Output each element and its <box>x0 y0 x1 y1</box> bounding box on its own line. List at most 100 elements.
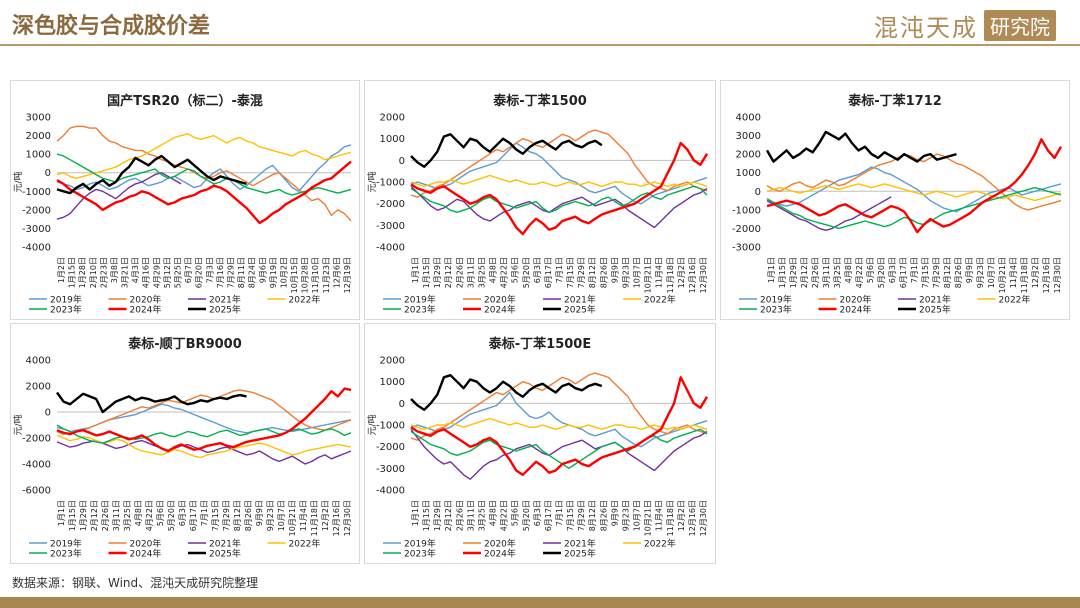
chart-4-xtick: 11月4日 <box>655 500 664 531</box>
chart-0-ytick: 1000 <box>26 150 51 161</box>
chart-0-xtick: 4月29日 <box>152 257 161 288</box>
chart-4-ytick: -2000 <box>376 442 405 453</box>
chart-2-ytick: 0 <box>755 187 761 198</box>
chart-sbr1712: 泰标-丁苯1712 4000 3000 2000 1000 0 -1000 -2000 -300… <box>732 93 1063 316</box>
chart-2-xtick: 4月8日 <box>844 257 853 283</box>
chart-0-legend-label: 2021年 <box>209 294 241 306</box>
chart-panel-sbr1500e: 泰标-丁苯1500E 2000 1000 0 -1000 -2000 -3000 -4000 元… <box>364 323 716 564</box>
chart-2-legend-label: 2019年 <box>760 294 792 306</box>
chart-1-xtick: 11月18日 <box>666 257 675 293</box>
chart-1-xtick: 12月30日 <box>699 257 708 293</box>
chart-4-xtick: 5月20日 <box>522 500 531 531</box>
chart-0-xtick: 1月28日 <box>78 257 87 288</box>
chart-1-xtick: 3月25日 <box>477 257 486 288</box>
chart-1-ylabel: 元/吨 <box>366 171 378 192</box>
chart-4-legend-label: 2020年 <box>484 538 516 550</box>
chart-2-series-2024年 <box>766 138 1063 234</box>
chart-1-xtick: 8月12日 <box>588 257 597 288</box>
chart-2-xtick: 11月4日 <box>1009 257 1018 288</box>
chart-0-xtick: 11月23日 <box>322 257 331 293</box>
chart-0-series-2019年 <box>56 144 352 193</box>
chart-1-ytick: 1000 <box>380 134 405 145</box>
chart-1-xtick: 1月1日 <box>411 257 420 283</box>
chart-2-xtick: 2月26日 <box>811 257 820 288</box>
chart-2-xtick: 11月18日 <box>1020 257 1029 293</box>
chart-0-ytick: 3000 <box>26 113 51 124</box>
chart-2-series-2025年 <box>765 130 957 163</box>
chart-1-xtick: 12月2日 <box>677 257 686 288</box>
chart-3-series-2025年 <box>56 391 247 414</box>
chart-2-xtick: 12月16日 <box>1042 257 1051 293</box>
chart-2-xtick: 10月21日 <box>998 257 1007 293</box>
chart-4-xtick: 11月18日 <box>666 500 675 536</box>
chart-0-xtick: 3月8日 <box>110 257 119 283</box>
chart-3-xtick: 12月16日 <box>332 500 341 536</box>
chart-0-legend-label: 2019年 <box>50 294 82 306</box>
chart-4-xtick: 6月17日 <box>544 500 553 531</box>
chart-4-series-2021年 <box>410 428 708 480</box>
chart-1-xtick: 7月29日 <box>577 257 586 288</box>
chart-2-xtick: 7月1日 <box>910 257 919 283</box>
chart-3-ylabel: 元/吨 <box>12 414 24 435</box>
chart-0-xtick: 2月10日 <box>89 257 98 288</box>
chart-2-title: 泰标-丁苯1712 <box>847 93 942 109</box>
chart-panel-tsr20: 国产TSR20（标二）-泰混 3000 2000 1000 0 -1000 -2000 -30… <box>10 80 360 320</box>
chart-3-xtick: 10月7日 <box>277 500 286 531</box>
chart-3-series-2023年 <box>56 424 352 444</box>
chart-3-series-2020年 <box>56 389 352 435</box>
chart-2-legend-label: 2025年 <box>919 304 951 316</box>
chart-3-xtick: 5月20日 <box>167 500 176 531</box>
chart-0-ytick: -1000 <box>22 187 51 198</box>
chart-3-xtick: 7月15日 <box>211 500 220 531</box>
chart-3-legend-label: 2020年 <box>130 538 162 550</box>
chart-3-xtick: 10月21日 <box>288 500 297 536</box>
chart-4-ytick: -3000 <box>376 464 405 475</box>
chart-2-xtick: 12月30日 <box>1053 257 1062 293</box>
chart-2-xtick: 1月29日 <box>789 257 798 288</box>
chart-1-series-2022年 <box>410 174 708 188</box>
chart-br9000: 泰标-顺丁BR9000 4000 2000 0 -2000 -4000 -6000 元/吨 1月… <box>12 336 352 560</box>
chart-3-xtick: 12月30日 <box>343 500 352 536</box>
chart-0-ytick: -4000 <box>22 243 51 254</box>
chart-1-ytick: -4000 <box>376 243 405 254</box>
chart-4-xtick: 8月26日 <box>599 500 608 531</box>
chart-4-xtick: 1月15日 <box>422 500 431 531</box>
chart-0-xtick: 12月6日 <box>332 257 341 288</box>
chart-4-xtick: 8月12日 <box>588 500 597 531</box>
brand-logo: 混沌天成 研究院 <box>874 8 1056 43</box>
chart-2-xtick: 6月17日 <box>899 257 908 288</box>
chart-0-xtick: 3月21日 <box>121 257 130 288</box>
chart-3-xtick: 1月1日 <box>57 500 66 526</box>
chart-3-ytick: -6000 <box>22 486 51 497</box>
chart-3-ytick: -4000 <box>22 460 51 471</box>
chart-3-xtick: 11月18日 <box>310 500 319 536</box>
chart-4-xtick: 2月26日 <box>455 500 464 531</box>
chart-3-legend-label: 2019年 <box>50 538 82 550</box>
chart-0-xtick: 6月20日 <box>195 257 204 288</box>
chart-3-ytick: -2000 <box>22 434 51 445</box>
chart-1-legend-label: 2025年 <box>564 304 596 316</box>
chart-4-ytick: -1000 <box>376 421 405 432</box>
chart-0-xtick: 7月16日 <box>216 257 225 288</box>
chart-4-ylabel: 元/吨 <box>366 414 378 435</box>
chart-1-series-2024年 <box>410 141 709 236</box>
chart-4-ytick: 1000 <box>380 377 405 388</box>
chart-2-ytick: -2000 <box>732 224 761 235</box>
chart-2-xtick: 3月11日 <box>822 257 831 288</box>
chart-1-xtick: 5月6日 <box>511 257 520 283</box>
chart-4-xtick: 3月25日 <box>477 500 486 531</box>
chart-0-series-2023年 <box>56 153 352 196</box>
chart-3-ytick: 0 <box>45 408 51 419</box>
chart-3-legend-label: 2021年 <box>209 538 241 550</box>
chart-2-ytick: -1000 <box>732 205 761 216</box>
chart-4-ytick: -4000 <box>376 486 405 497</box>
chart-2-xtick: 3月25日 <box>833 257 842 288</box>
chart-3-xtick: 6月3日 <box>178 500 187 526</box>
chart-4-series-2022年 <box>410 417 708 431</box>
chart-2-xtick: 6月3日 <box>888 257 897 283</box>
chart-1-xtick: 2月26日 <box>455 257 464 288</box>
chart-0-ytick: -2000 <box>22 205 51 216</box>
chart-2-series-2020年 <box>766 153 1062 211</box>
chart-0-xtick: 7月29日 <box>226 257 235 288</box>
chart-0-legend-label: 2022年 <box>289 294 321 306</box>
